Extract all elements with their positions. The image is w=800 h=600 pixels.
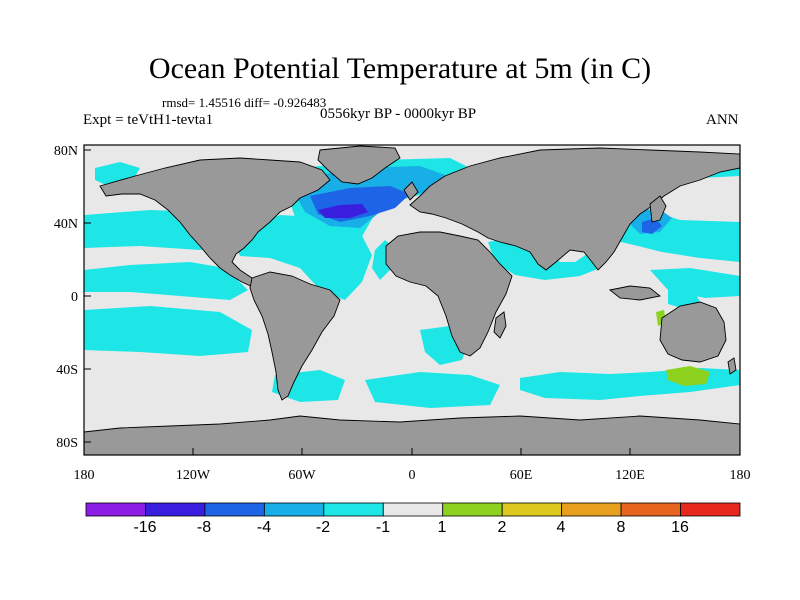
south-america (249, 271, 341, 401)
stats-label: rmsd= 1.45516 diff= -0.926483 (162, 95, 327, 110)
north-america (99, 157, 331, 289)
lon-tick-label: 180 (730, 468, 751, 483)
colorbar-segment (501, 502, 563, 517)
colorbar-segment (323, 502, 384, 517)
strong-cool-anomaly-regions (296, 166, 672, 234)
colorbar-segment (85, 502, 146, 517)
lon-tick-label: 120E (615, 468, 645, 483)
experiment-label: Expt = teVtH1-tevta1 (83, 112, 214, 128)
colorbar-segment (263, 502, 325, 517)
period-label: 0556kyr BP - 0000kyr BP (320, 106, 477, 122)
colorbar-label: -4 (257, 519, 271, 536)
lat-tick-label: 40N (54, 217, 78, 232)
australia (659, 301, 727, 363)
colorbar-label: -2 (316, 519, 330, 536)
colorbar-label: -8 (197, 519, 211, 536)
indonesia (608, 285, 662, 301)
season-label: ANN (706, 112, 739, 128)
page-title: Ocean Potential Temperature at 5m (in C) (148, 52, 652, 85)
colorbar-segment (145, 502, 206, 517)
colorbar-label: 2 (498, 519, 507, 536)
colorbar-label: 1 (438, 519, 447, 536)
colorbar (85, 502, 741, 517)
new-zealand (727, 357, 737, 375)
eurasia (409, 147, 741, 271)
madagascar (493, 311, 507, 339)
lat-tick-label: 80N (54, 144, 78, 159)
lon-tick-label: 120W (176, 468, 211, 483)
colorbar-segment (382, 502, 444, 517)
africa (385, 231, 513, 357)
colorbar-segment (620, 502, 681, 517)
lon-tick-labels: 180 120W 60W 0 60E 120E 180 (74, 468, 751, 483)
lat-tick-label: 80S (56, 436, 78, 451)
colorbar-labels: -16 -8 -4 -2 -1 1 2 4 8 16 (133, 519, 689, 536)
lat-tick-labels: 80N 40N 0 40S 80S (54, 144, 78, 451)
colorbar-label: 4 (557, 519, 566, 536)
land-masses (83, 145, 741, 456)
greenland (317, 145, 401, 185)
colorbar-label: -16 (133, 519, 156, 536)
lon-tick-label: 60W (288, 468, 316, 483)
lon-tick-label: 0 (409, 468, 416, 483)
colorbar-label: -1 (376, 519, 390, 536)
japan (649, 195, 667, 223)
colorbar-segment (680, 502, 741, 517)
lat-tick-label: 0 (71, 290, 78, 305)
colorbar-segment (561, 502, 622, 517)
colorbar-label: 8 (617, 519, 626, 536)
lat-tick-label: 40S (56, 363, 78, 378)
lon-tick-label: 60E (510, 468, 533, 483)
colorbar-segment (442, 502, 503, 517)
map-panel (83, 144, 741, 456)
uk (403, 181, 419, 201)
colorbar-segment (204, 502, 265, 517)
lon-tick-label: 180 (74, 468, 95, 483)
colorbar-label: 16 (671, 519, 689, 536)
axis-ticks (83, 149, 741, 455)
